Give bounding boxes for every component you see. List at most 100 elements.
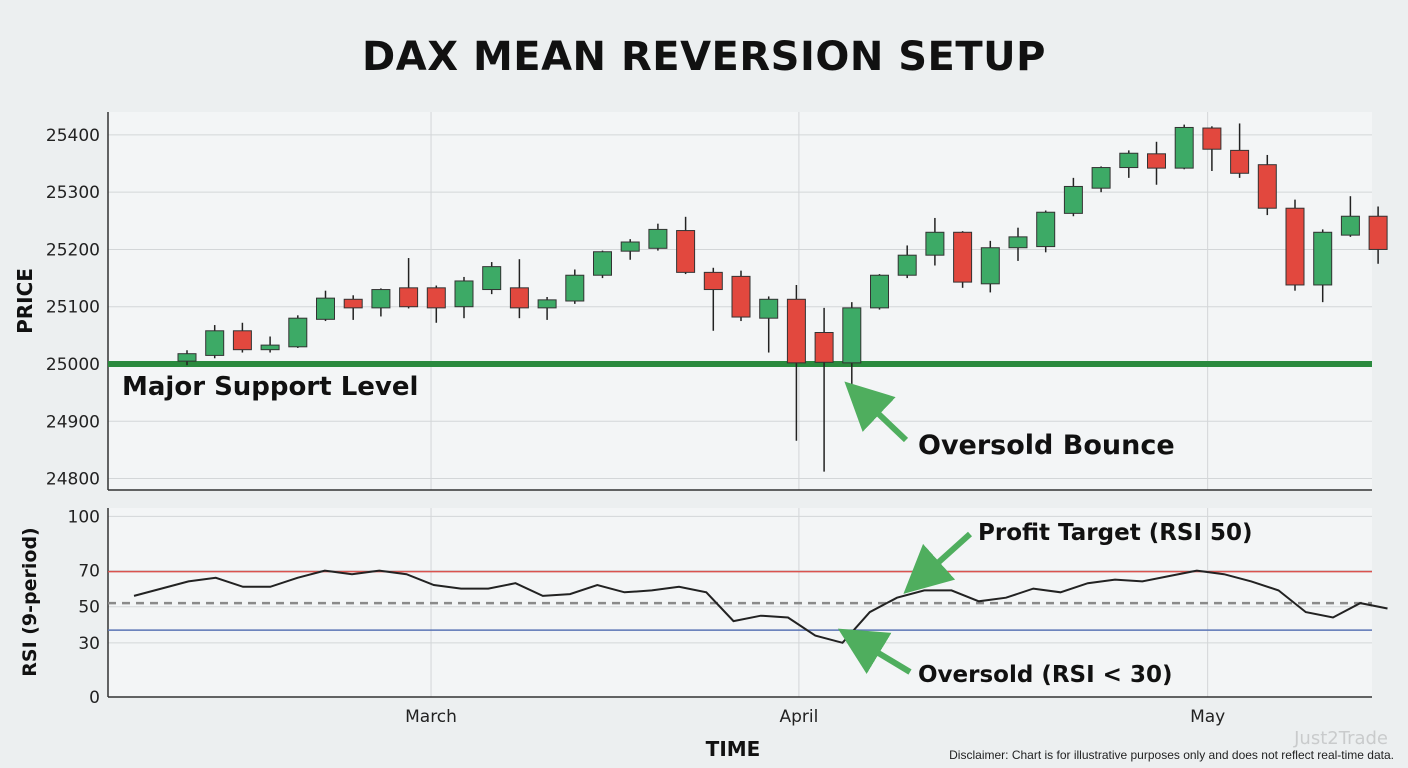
price-tick-label: 25400 bbox=[46, 126, 100, 146]
candle-body bbox=[232, 330, 252, 351]
candle-bear bbox=[232, 322, 252, 353]
rsi-tick-label: 0 bbox=[89, 688, 100, 708]
candle-bear bbox=[1147, 141, 1166, 185]
candle-bull bbox=[925, 217, 945, 266]
candle-body bbox=[1230, 149, 1250, 174]
chart-title: DAX MEAN REVERSION SETUP bbox=[362, 34, 1046, 80]
oversold-arrow bbox=[837, 628, 912, 675]
candle-body bbox=[537, 299, 557, 309]
rsi-tick-label: 50 bbox=[78, 598, 100, 618]
candle-body bbox=[676, 230, 696, 273]
candle-bull bbox=[1063, 177, 1083, 217]
profit-target-label: Profit Target (RSI 50) bbox=[978, 520, 1253, 546]
candle-body bbox=[1313, 231, 1333, 286]
candle-bull bbox=[1174, 124, 1194, 170]
bounce-annotation-label: Oversold Bounce bbox=[918, 430, 1175, 461]
candle-bull bbox=[1008, 227, 1028, 261]
profit-target-arrow bbox=[903, 531, 973, 594]
candle-body bbox=[1036, 211, 1056, 248]
candle-body bbox=[1340, 215, 1360, 236]
candle-bear bbox=[1202, 126, 1222, 171]
rsi-panel: 0 30 50 70 100 March April May RSI (9-period) TIM… bbox=[19, 507, 1388, 761]
candle-bear bbox=[1368, 206, 1388, 264]
candle-body bbox=[897, 254, 917, 276]
candle-bear bbox=[509, 259, 529, 319]
candle-body bbox=[648, 228, 668, 249]
x-axis-label: TIME bbox=[706, 737, 761, 761]
bounce-arrow bbox=[844, 381, 909, 443]
candle-bear bbox=[426, 285, 446, 323]
candle-body bbox=[980, 247, 1000, 285]
candle-body bbox=[925, 231, 945, 256]
candle-body bbox=[953, 231, 973, 283]
candle-body bbox=[1147, 153, 1166, 169]
candle-body bbox=[454, 280, 474, 308]
candle-bull bbox=[648, 223, 668, 251]
candle-body bbox=[1119, 152, 1139, 169]
candle-bull bbox=[260, 336, 280, 353]
candle-body bbox=[1202, 127, 1222, 150]
candle-bull bbox=[980, 240, 1000, 293]
candle-body bbox=[759, 298, 779, 319]
rsi-series-line bbox=[133, 569, 1388, 644]
candle-bull bbox=[177, 350, 197, 366]
price-tick-label: 25200 bbox=[46, 240, 100, 260]
x-tick-label: April bbox=[779, 707, 818, 727]
rsi-tick-label: 30 bbox=[78, 634, 100, 654]
candle-bull bbox=[1313, 229, 1333, 303]
candle-bull bbox=[482, 262, 502, 295]
rsi-axis-label: RSI (9-period) bbox=[19, 527, 41, 677]
candle-body bbox=[814, 332, 834, 363]
candle-bull bbox=[759, 296, 779, 353]
candle-bull bbox=[842, 302, 862, 390]
candle-body bbox=[620, 241, 640, 252]
candle-bull bbox=[205, 325, 225, 359]
oversold-label: Oversold (RSI < 30) bbox=[918, 662, 1172, 688]
candle-body bbox=[205, 330, 225, 356]
candle-bear bbox=[343, 295, 363, 320]
rsi-tick-label: 100 bbox=[68, 507, 100, 527]
candle-bear bbox=[731, 270, 751, 322]
candle-body bbox=[1063, 185, 1083, 214]
candle-bear bbox=[953, 231, 973, 288]
candle-bull bbox=[537, 296, 557, 320]
candle-body bbox=[371, 289, 391, 309]
candle-body bbox=[482, 266, 502, 291]
candle-bull bbox=[565, 269, 585, 304]
candle-body bbox=[399, 287, 419, 308]
candle-bear bbox=[1230, 123, 1250, 178]
candle-bear bbox=[1285, 199, 1305, 291]
candle-body bbox=[177, 353, 197, 362]
candle-body bbox=[565, 274, 585, 302]
candle-body bbox=[509, 287, 529, 309]
candle-bull bbox=[1340, 196, 1360, 237]
candle-body bbox=[316, 297, 335, 320]
disclaimer-text: Disclaimer: Chart is for illustrative pu… bbox=[949, 748, 1394, 762]
candle-body bbox=[343, 298, 363, 309]
candle-body bbox=[1285, 207, 1305, 286]
candle-bear bbox=[814, 307, 834, 472]
candle-bull bbox=[316, 290, 335, 322]
rsi-tick-label: 70 bbox=[78, 562, 100, 582]
support-label: Major Support Level bbox=[122, 372, 418, 402]
candle-bull bbox=[870, 274, 889, 310]
candle-body bbox=[288, 317, 308, 348]
candle-bull bbox=[288, 315, 308, 348]
price-tick-label: 25300 bbox=[46, 183, 100, 203]
candle-body bbox=[260, 344, 280, 351]
candle-bull bbox=[1036, 210, 1056, 253]
candle-bull bbox=[454, 276, 474, 319]
candle-bull bbox=[1119, 150, 1139, 178]
candle-body bbox=[703, 271, 723, 291]
candle-bear bbox=[1257, 154, 1277, 216]
candle-bull bbox=[620, 239, 640, 260]
price-tick-label: 25000 bbox=[46, 355, 100, 375]
candle-body bbox=[731, 275, 751, 318]
candle-bear bbox=[703, 267, 723, 331]
watermark-text: Just2Trade bbox=[1294, 728, 1388, 749]
candle-body bbox=[1257, 164, 1277, 209]
candle-bear bbox=[399, 258, 419, 309]
candle-body bbox=[870, 274, 889, 309]
candle-bull bbox=[371, 288, 391, 317]
